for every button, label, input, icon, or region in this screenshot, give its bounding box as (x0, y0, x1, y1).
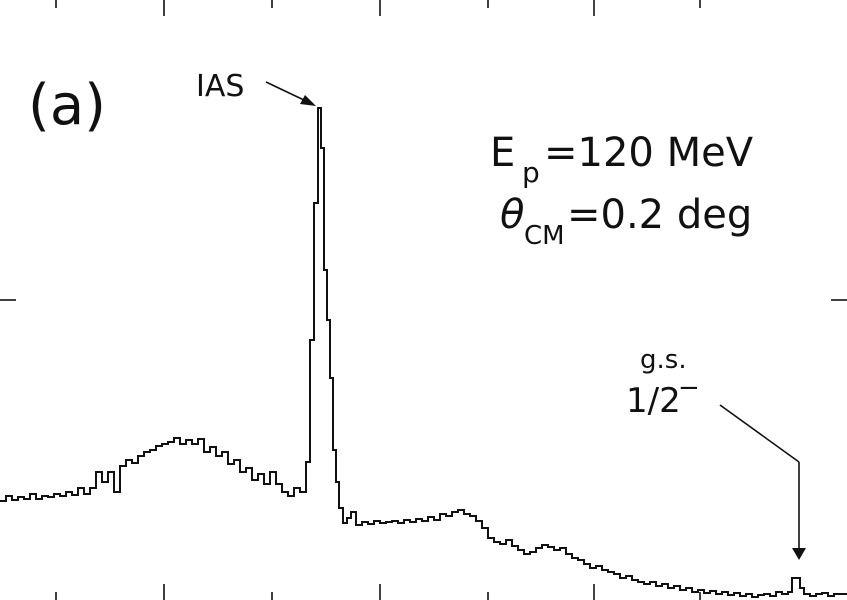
gs-spin-label: 1/2 (626, 381, 681, 421)
angle-symbol: θ (500, 192, 524, 238)
gs-peak-label: g.s. (640, 345, 687, 375)
angle-subscript: CM (524, 221, 565, 251)
angle-value: =0.2 deg (567, 192, 752, 238)
beam-energy-label: E p =120 MeV (490, 130, 754, 189)
beam-energy-value: =120 MeV (544, 130, 754, 176)
gs-parity-superscript: − (678, 373, 700, 403)
angle-label: θ CM =0.2 deg (500, 192, 752, 251)
gs-arrow (719, 404, 806, 560)
panel-label: (a) (28, 73, 106, 138)
ias-peak-label: IAS (196, 69, 244, 104)
spectrum-histogram-line (0, 107, 847, 598)
beam-energy-symbol: E (490, 130, 515, 176)
ias-arrow (265, 81, 316, 106)
beam-energy-subscript: p (522, 156, 540, 189)
